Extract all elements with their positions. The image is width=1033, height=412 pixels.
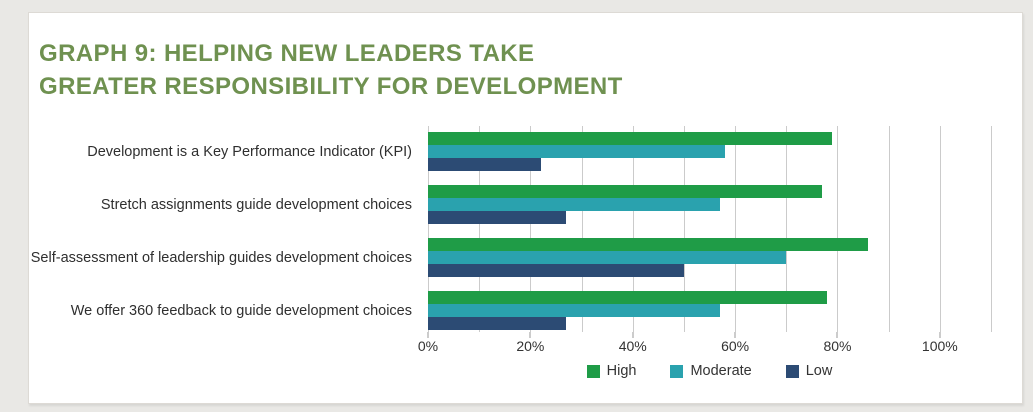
- category-label: Self-assessment of leadership guides dev…: [30, 249, 412, 266]
- axis-tick-label: 60%: [721, 338, 750, 354]
- plot-area: [428, 126, 992, 332]
- gridline: [786, 126, 788, 332]
- legend-swatch-icon: [670, 364, 684, 378]
- bar-group: [428, 291, 991, 330]
- axis-tick: [939, 332, 941, 338]
- x-axis: 0% 20% 40% 60% 80% 100%: [418, 332, 991, 356]
- legend-label: Low: [805, 363, 833, 379]
- legend: High Moderate Low: [428, 363, 991, 379]
- legend-label: High: [606, 363, 637, 379]
- gridline: [632, 126, 634, 332]
- bar-group: [428, 185, 991, 224]
- gridline: [428, 126, 429, 332]
- legend-item-low: Low: [785, 363, 833, 379]
- gridline: [479, 126, 481, 332]
- gridline: [735, 126, 737, 332]
- bar-high: [428, 291, 828, 304]
- category-label: Stretch assignments guide development ch…: [100, 196, 412, 213]
- axis-tick-label: 20%: [516, 338, 545, 354]
- axis-tick-label: 100%: [921, 338, 958, 354]
- category-label: We offer 360 feedback to guide developme…: [70, 302, 412, 319]
- bar-chart: Development is a Key Performance Indicat…: [29, 126, 1022, 332]
- legend-swatch-icon: [785, 364, 799, 378]
- category-label: Development is a Key Performance Indicat…: [87, 143, 412, 160]
- axis-tick-label: 80%: [823, 338, 852, 354]
- bar-group: [428, 238, 991, 277]
- gridline: [837, 126, 839, 332]
- chart-title: GRAPH 9: HELPING NEW LEADERS TAKE GREATE…: [39, 37, 623, 103]
- bar-low: [428, 158, 541, 171]
- chart-title-line2: GREATER RESPONSIBILITY FOR DEVELOPMENT: [39, 73, 623, 100]
- axis-tick-label: 0%: [417, 338, 439, 354]
- legend-label: Moderate: [690, 363, 752, 379]
- bar-high: [428, 238, 869, 251]
- bar-moderate: [428, 198, 720, 211]
- bar-moderate: [428, 304, 720, 317]
- gridline: [991, 126, 992, 332]
- axis-tick: [836, 332, 838, 338]
- chart-title-line1: GRAPH 9: HELPING NEW LEADERS TAKE: [39, 40, 535, 67]
- legend-swatch-icon: [586, 364, 600, 378]
- bar-moderate: [428, 251, 787, 264]
- gridline: [888, 126, 890, 332]
- bar-high: [428, 132, 833, 145]
- chart-card: GRAPH 9: HELPING NEW LEADERS TAKE GREATE…: [28, 12, 1023, 404]
- gridline: [683, 126, 685, 332]
- axis-tick: [427, 332, 429, 338]
- gridline: [939, 126, 941, 332]
- axis-tick: [632, 332, 634, 338]
- legend-item-high: High: [586, 363, 637, 379]
- gridline: [530, 126, 532, 332]
- axis-tick: [734, 332, 736, 338]
- legend-item-moderate: Moderate: [670, 363, 752, 379]
- gridline: [581, 126, 583, 332]
- bar-low: [428, 211, 567, 224]
- bar-high: [428, 185, 823, 198]
- bar-moderate: [428, 145, 725, 158]
- axis-tick: [529, 332, 531, 338]
- bar-low: [428, 317, 567, 330]
- axis-tick-label: 40%: [618, 338, 647, 354]
- bar-low: [428, 264, 684, 277]
- bar-group: [428, 132, 991, 171]
- category-labels: Development is a Key Performance Indicat…: [29, 126, 420, 332]
